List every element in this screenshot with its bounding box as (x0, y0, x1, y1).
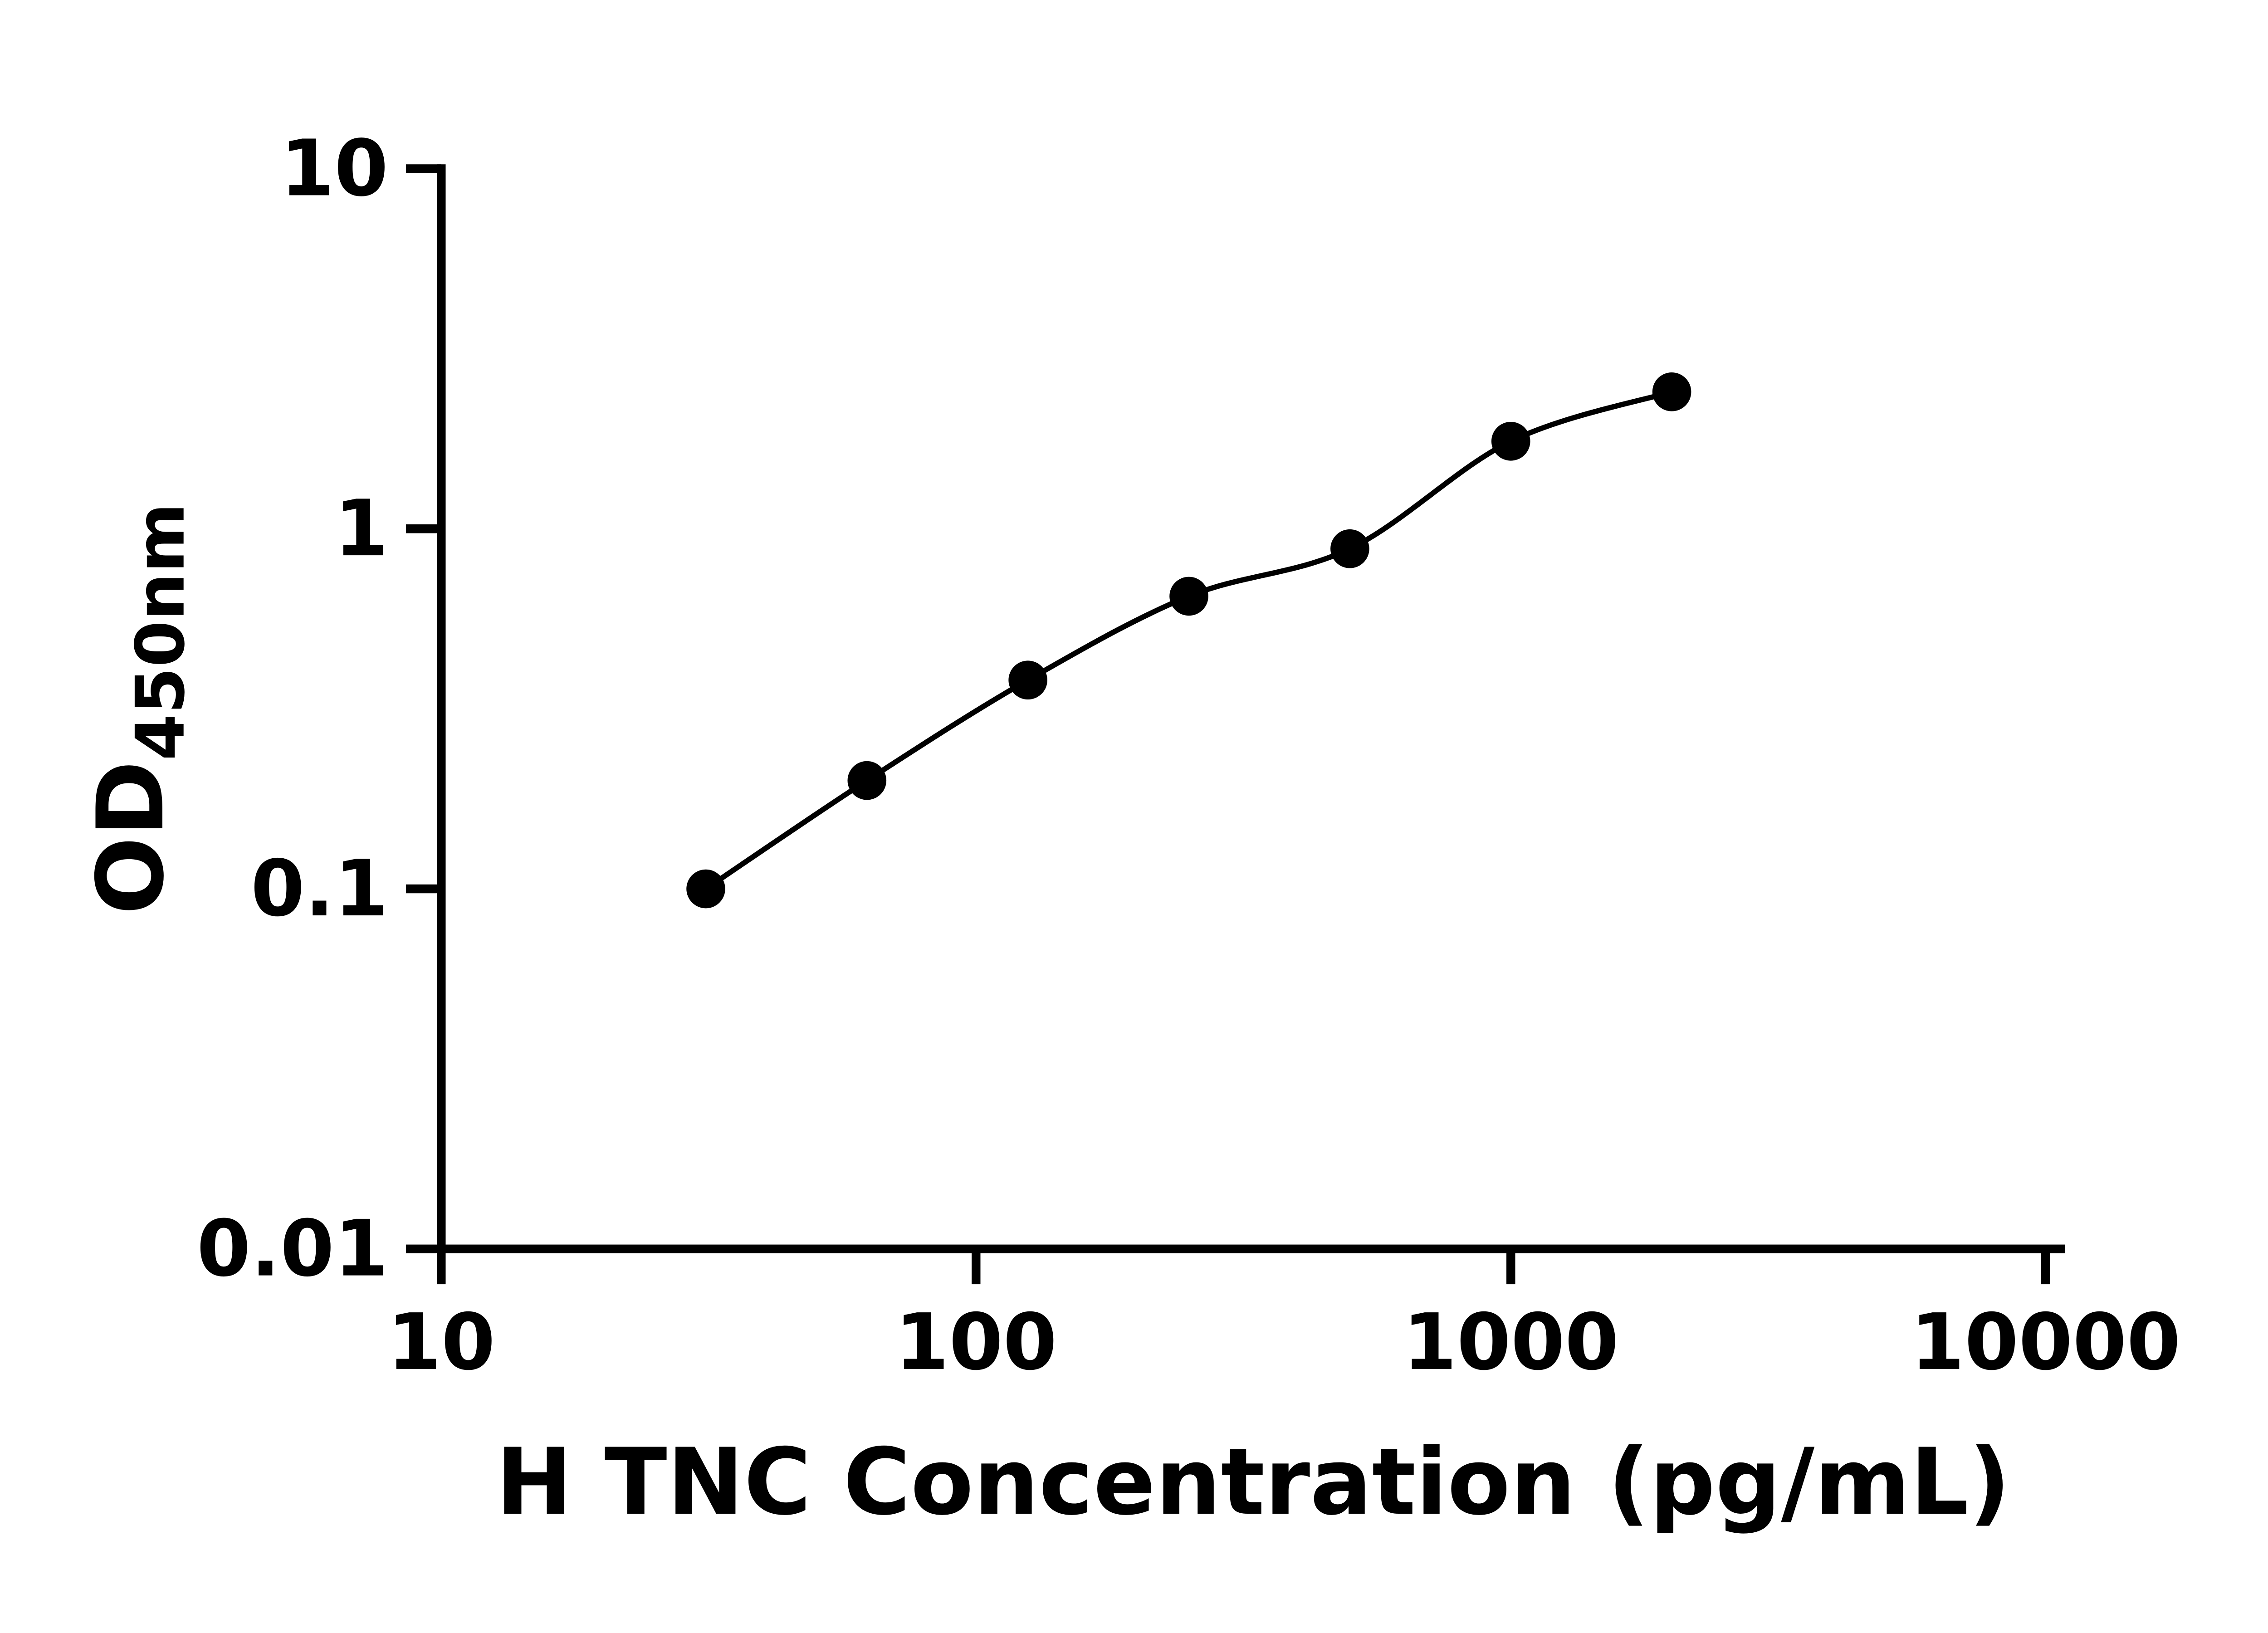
data-point-marker (847, 761, 887, 800)
x-tick-label: 10 (387, 1297, 495, 1388)
y-tick-label: 0.1 (251, 844, 388, 934)
y-tick-label: 0.01 (197, 1204, 388, 1294)
y-axis-title: OD450nm (77, 503, 200, 915)
y-axis-title-main: OD (77, 761, 184, 915)
x-tick-label: 1000 (1403, 1297, 1619, 1388)
data-point-marker (1491, 421, 1530, 461)
y-axis-title-subscript: 450nm (122, 503, 200, 761)
data-point-marker (1169, 577, 1208, 616)
x-tick-label: 10000 (1911, 1297, 2181, 1388)
fit-curve (704, 389, 1673, 891)
y-tick-label: 10 (280, 123, 388, 214)
plot-area: 10 100 1000 10000 10 1 0.1 0.01 (197, 123, 2181, 1388)
axes-frame (437, 164, 2065, 1254)
data-point-marker (1008, 660, 1047, 700)
x-tick-label: 100 (895, 1297, 1057, 1388)
data-point-marker (1652, 372, 1691, 411)
data-point-marker (1330, 529, 1369, 568)
data-point-marker (686, 869, 725, 909)
x-axis-title: H TNC Concentration (pg/mL) (496, 1428, 2011, 1535)
y-tick-label: 1 (334, 484, 388, 574)
